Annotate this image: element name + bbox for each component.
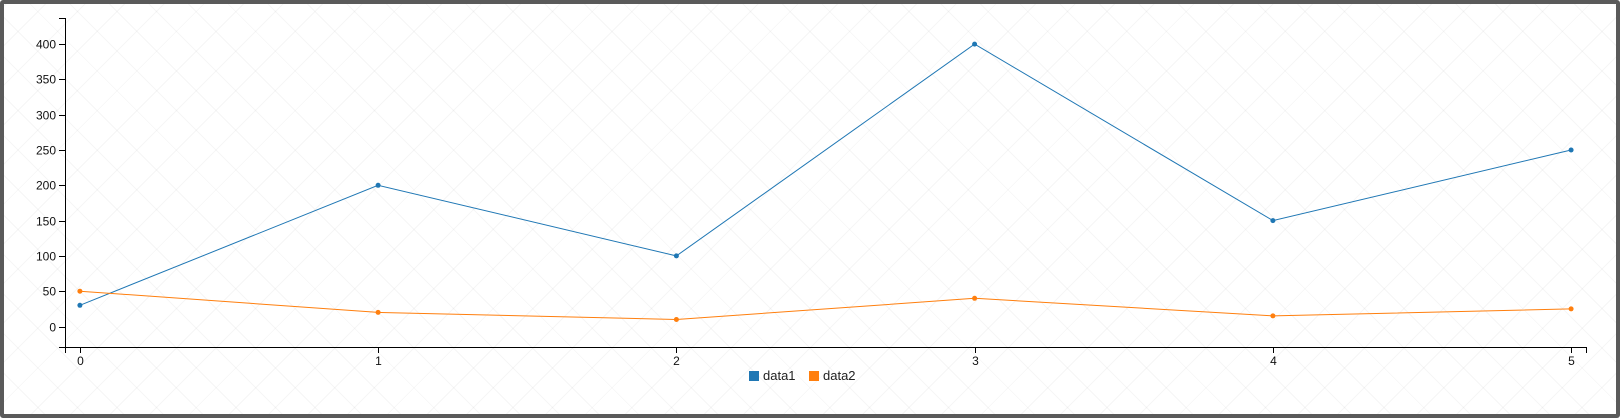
x-tick-label: 0 — [77, 354, 84, 368]
y-axis: 0 50 100 150 200 250 300 350 400 — [36, 18, 66, 348]
line-chart: 0 50 100 150 200 250 300 350 400 0 1 2 3 4 5 data1 data2 — [36, 18, 1587, 383]
data-point — [375, 182, 381, 188]
series-data2 — [77, 288, 1574, 322]
data-point — [1270, 313, 1276, 319]
y-tick-label: 200 — [36, 179, 56, 193]
data-point — [673, 317, 679, 322]
legend-label: data1 — [763, 368, 796, 383]
series-line-data1 — [79, 43, 1572, 306]
y-axis-line — [59, 18, 66, 348]
y-tick-label: 400 — [36, 38, 56, 52]
data-point — [673, 253, 679, 259]
legend-swatch — [749, 371, 759, 381]
x-axis: 0 1 2 3 4 5 — [65, 347, 1587, 368]
legend-item-data2: data2 — [809, 368, 856, 383]
x-axis-line — [65, 347, 1587, 353]
y-tick-label: 0 — [49, 321, 56, 335]
legend-swatch — [809, 371, 819, 381]
y-tick-label: 300 — [36, 109, 56, 123]
series-data1 — [77, 41, 1574, 308]
x-tick-label: 5 — [1568, 354, 1575, 368]
data-point — [375, 309, 381, 315]
data-point — [972, 41, 978, 47]
data-point — [1270, 218, 1276, 224]
data-point — [1568, 147, 1574, 153]
data-point — [972, 295, 978, 301]
x-tick-label: 3 — [972, 354, 979, 368]
y-tick-label: 100 — [36, 250, 56, 264]
data-point — [77, 302, 83, 308]
series-line-data2 — [79, 290, 1572, 321]
x-tick-label: 4 — [1270, 354, 1277, 368]
x-tick-label: 2 — [673, 354, 680, 368]
y-tick-label: 50 — [43, 285, 57, 299]
legend-item-data1: data1 — [749, 368, 796, 383]
y-tick-label: 250 — [36, 144, 56, 158]
data-point — [77, 288, 83, 294]
legend: data1 data2 — [749, 368, 856, 383]
legend-label: data2 — [823, 368, 856, 383]
x-tick-label: 1 — [375, 354, 382, 368]
y-tick-label: 150 — [36, 215, 56, 229]
data-point — [1568, 306, 1574, 312]
y-tick-label: 350 — [36, 73, 56, 87]
